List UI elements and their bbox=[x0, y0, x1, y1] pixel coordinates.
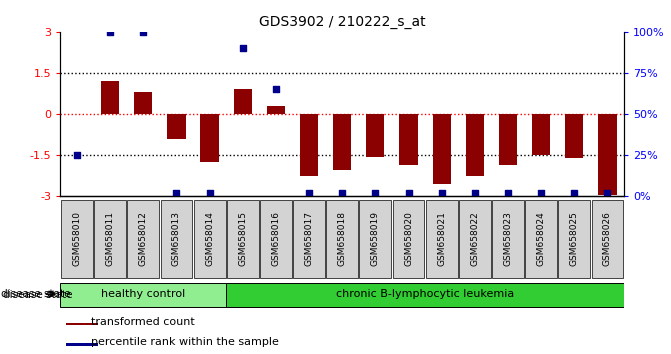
Text: GSM658015: GSM658015 bbox=[238, 211, 247, 267]
Point bbox=[370, 190, 380, 196]
Point bbox=[171, 190, 182, 196]
Bar bbox=[201, 114, 219, 162]
Text: disease state: disease state bbox=[3, 290, 76, 300]
FancyBboxPatch shape bbox=[393, 200, 425, 278]
Point bbox=[105, 29, 115, 35]
Text: GSM658022: GSM658022 bbox=[470, 212, 479, 266]
Point bbox=[535, 190, 546, 196]
Point bbox=[403, 190, 414, 196]
Point bbox=[138, 29, 149, 35]
FancyBboxPatch shape bbox=[426, 200, 458, 278]
Text: GSM658016: GSM658016 bbox=[271, 211, 280, 267]
Text: GSM658026: GSM658026 bbox=[603, 211, 612, 267]
FancyBboxPatch shape bbox=[94, 200, 126, 278]
FancyBboxPatch shape bbox=[61, 200, 93, 278]
FancyBboxPatch shape bbox=[459, 200, 491, 278]
Bar bbox=[167, 114, 186, 139]
Text: GSM658013: GSM658013 bbox=[172, 211, 181, 267]
Text: GSM658017: GSM658017 bbox=[305, 211, 313, 267]
Text: healthy control: healthy control bbox=[101, 289, 185, 299]
FancyBboxPatch shape bbox=[194, 200, 225, 278]
Text: GSM658012: GSM658012 bbox=[139, 211, 148, 267]
FancyBboxPatch shape bbox=[558, 200, 590, 278]
Text: GSM658023: GSM658023 bbox=[503, 211, 513, 267]
FancyBboxPatch shape bbox=[326, 200, 358, 278]
Point bbox=[238, 46, 248, 51]
Text: GSM658014: GSM658014 bbox=[205, 211, 214, 267]
Text: chronic B-lymphocytic leukemia: chronic B-lymphocytic leukemia bbox=[336, 289, 514, 299]
FancyBboxPatch shape bbox=[226, 283, 624, 307]
Bar bbox=[466, 114, 484, 176]
Point bbox=[602, 190, 613, 196]
Point bbox=[436, 190, 447, 196]
Bar bbox=[499, 114, 517, 165]
Bar bbox=[399, 114, 417, 165]
Point bbox=[270, 87, 281, 92]
Bar bbox=[300, 114, 318, 176]
FancyBboxPatch shape bbox=[127, 200, 159, 278]
Bar bbox=[66, 343, 98, 346]
FancyBboxPatch shape bbox=[260, 200, 292, 278]
Bar bbox=[134, 92, 152, 114]
Text: GSM658010: GSM658010 bbox=[72, 211, 81, 267]
Text: GSM658018: GSM658018 bbox=[338, 211, 347, 267]
FancyBboxPatch shape bbox=[492, 200, 524, 278]
Text: GSM658025: GSM658025 bbox=[570, 211, 579, 267]
Point bbox=[503, 190, 513, 196]
Text: GSM658021: GSM658021 bbox=[437, 211, 446, 267]
Bar bbox=[333, 114, 352, 170]
FancyBboxPatch shape bbox=[227, 200, 258, 278]
Text: disease state: disease state bbox=[1, 289, 70, 299]
Bar bbox=[66, 323, 98, 325]
Text: GSM658024: GSM658024 bbox=[537, 212, 546, 266]
Bar bbox=[366, 114, 384, 157]
Point bbox=[72, 153, 83, 158]
Point bbox=[304, 190, 315, 196]
FancyBboxPatch shape bbox=[360, 200, 391, 278]
Bar bbox=[433, 114, 451, 184]
Point bbox=[569, 190, 580, 196]
Bar bbox=[565, 114, 583, 158]
FancyBboxPatch shape bbox=[160, 200, 193, 278]
Text: GSM658020: GSM658020 bbox=[404, 211, 413, 267]
Bar bbox=[599, 114, 617, 195]
Bar bbox=[267, 106, 285, 114]
Text: percentile rank within the sample: percentile rank within the sample bbox=[91, 337, 279, 347]
FancyBboxPatch shape bbox=[60, 283, 226, 307]
Bar bbox=[234, 90, 252, 114]
Bar bbox=[532, 114, 550, 155]
Text: GSM658019: GSM658019 bbox=[371, 211, 380, 267]
Title: GDS3902 / 210222_s_at: GDS3902 / 210222_s_at bbox=[259, 16, 425, 29]
FancyBboxPatch shape bbox=[293, 200, 325, 278]
FancyBboxPatch shape bbox=[592, 200, 623, 278]
Bar bbox=[101, 81, 119, 114]
Text: transformed count: transformed count bbox=[91, 317, 195, 327]
FancyBboxPatch shape bbox=[525, 200, 557, 278]
Text: GSM658011: GSM658011 bbox=[105, 211, 115, 267]
Point bbox=[204, 190, 215, 196]
Point bbox=[470, 190, 480, 196]
Point bbox=[337, 190, 348, 196]
